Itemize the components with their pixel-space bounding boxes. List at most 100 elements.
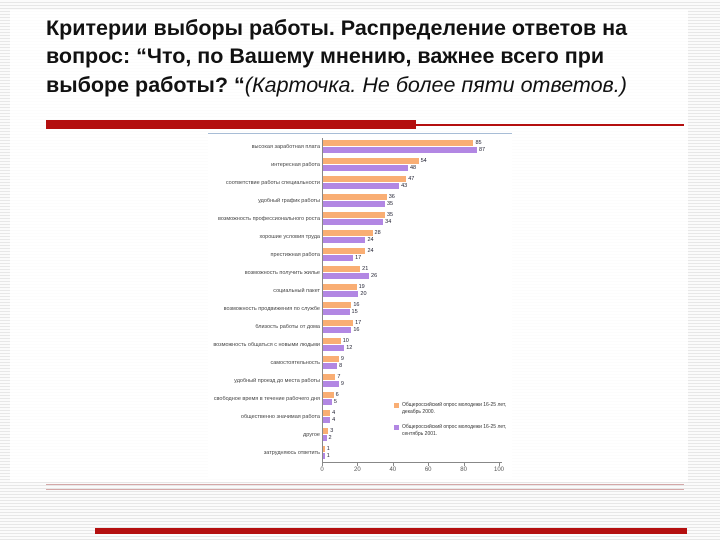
bar-line: 48 <box>323 165 506 171</box>
legend-entry: Общероссийский опрос молодежи 16-25 лет,… <box>394 402 508 415</box>
bar-line: 26 <box>323 273 506 279</box>
title-underline-thick <box>46 120 416 129</box>
bar-2000 <box>323 428 329 434</box>
bar-value-label: 54 <box>420 158 427 164</box>
bar-value-label: 17 <box>355 255 362 261</box>
category-label: общественно значимая работа <box>240 414 320 420</box>
bar-value-label: 5 <box>333 399 337 405</box>
bar-2000 <box>323 230 373 236</box>
bar-pair: 21 26 <box>323 266 506 280</box>
bar-value-label: 35 <box>386 201 394 207</box>
bar-pair: 10 12 <box>323 338 506 352</box>
bar-value-label: 4 <box>332 410 336 416</box>
bar-2000 <box>323 176 407 182</box>
category-label: интересная работа <box>271 162 320 168</box>
footer-divider <box>46 484 684 490</box>
bar-value-label: 1 <box>326 453 330 459</box>
bar-line: 16 <box>323 302 506 308</box>
bar-2001 <box>323 183 400 189</box>
bar-line: 6 <box>323 392 506 398</box>
bar-pair: 16 15 <box>323 302 506 316</box>
bar-line: 1 <box>323 446 506 452</box>
bar-value-label: 16 <box>353 302 360 308</box>
x-tick-label: 40 <box>389 467 397 473</box>
x-tick-label: 20 <box>354 467 361 473</box>
bar-pair: 19 20 <box>323 284 506 298</box>
bar-2001 <box>323 309 350 315</box>
category-label: свободное время в течение рабочего дня <box>213 396 320 402</box>
x-tick-mark <box>463 463 465 466</box>
bar-2001 <box>323 381 339 387</box>
bar-value-label: 9 <box>340 356 344 362</box>
chart-rows: высокая заработная плата 85 87 интересная р… <box>210 138 506 462</box>
bar-value-label: 85 <box>475 140 482 146</box>
bar-line: 3 <box>323 428 506 434</box>
title-underline <box>46 119 684 131</box>
category-label: удобный проезд до места работы <box>234 378 320 384</box>
bar-value-label: 43 <box>401 183 408 189</box>
bar-line: 21 <box>323 266 506 272</box>
category-label: другое <box>303 432 320 438</box>
bar-value-label: 48 <box>409 165 417 171</box>
legend-entry: Общероссийский опрос молодежи 16-25 лет,… <box>394 424 508 437</box>
bar-2001 <box>323 237 366 243</box>
bar-value-label: 20 <box>360 291 367 297</box>
bar-2000 <box>323 320 354 326</box>
bar-line: 15 <box>323 309 506 315</box>
x-tick-mark <box>428 463 430 466</box>
bar-line: 9 <box>323 356 506 362</box>
bar-2001 <box>323 201 385 207</box>
slide-title: Критерии выборы работы. Распределение от… <box>46 14 678 99</box>
x-tick-mark <box>392 463 394 466</box>
chart-row: возможность общаться с новыми людьми 10 12 <box>210 336 506 354</box>
bar-line: 2 <box>323 435 506 441</box>
bar-value-label: 8 <box>339 363 343 369</box>
bar-value-label: 34 <box>385 219 392 225</box>
bar-line: 36 <box>323 194 506 200</box>
slide-title-main: Критерии выборы работы. Распределение от… <box>46 16 628 97</box>
bar-2001 <box>323 273 370 279</box>
category-label: хорошие условия труда <box>259 234 320 240</box>
bar-line: 1 <box>323 453 506 459</box>
category-label: высокая заработная плата <box>251 144 320 150</box>
bar-line: 28 <box>323 230 506 236</box>
bar-pair: 47 43 <box>323 176 506 190</box>
bar-pair: 85 87 <box>323 140 506 154</box>
bar-2001 <box>323 147 477 153</box>
category-label: возможность общаться с новыми людьми <box>213 342 320 348</box>
category-label: затрудняюсь ответить <box>263 450 320 456</box>
bar-value-label: 24 <box>367 248 374 254</box>
bar-pair: 28 24 <box>323 230 506 244</box>
bar-value-label: 3 <box>330 428 334 434</box>
bar-line: 24 <box>323 248 506 254</box>
chart-row: возможность продвижения по службе 16 15 <box>210 300 506 318</box>
x-tick-label: 60 <box>424 467 432 473</box>
bar-value-label: 2 <box>328 435 332 441</box>
bar-line: 19 <box>323 284 506 290</box>
chart-row: удобный график работы 36 35 <box>210 192 506 210</box>
chart-row: возможность получить жилье 21 26 <box>210 264 506 282</box>
bar-2000 <box>323 392 334 398</box>
legend-color-swatch <box>394 403 399 408</box>
bar-line: 17 <box>323 255 506 261</box>
category-label: социальный пакет <box>273 288 320 294</box>
bar-value-label: 26 <box>371 273 378 279</box>
bar-pair: 36 35 <box>323 194 506 208</box>
bar-value-label: 21 <box>362 266 369 272</box>
bar-line: 12 <box>323 345 506 351</box>
bar-value-label: 24 <box>367 237 374 243</box>
category-label: возможность профессионального роста <box>217 216 320 222</box>
chart-row: интересная работа 54 48 <box>210 156 506 174</box>
bar-2000 <box>323 284 357 290</box>
bar-value-label: 7 <box>337 374 341 380</box>
x-tick-mark <box>499 463 500 466</box>
bar-2001 <box>323 345 345 351</box>
x-axis-line <box>322 462 502 463</box>
chart-legend: Общероссийский опрос молодежи 16-25 лет,… <box>394 402 508 446</box>
bar-2000 <box>323 410 331 416</box>
legend-color-swatch <box>394 425 399 430</box>
